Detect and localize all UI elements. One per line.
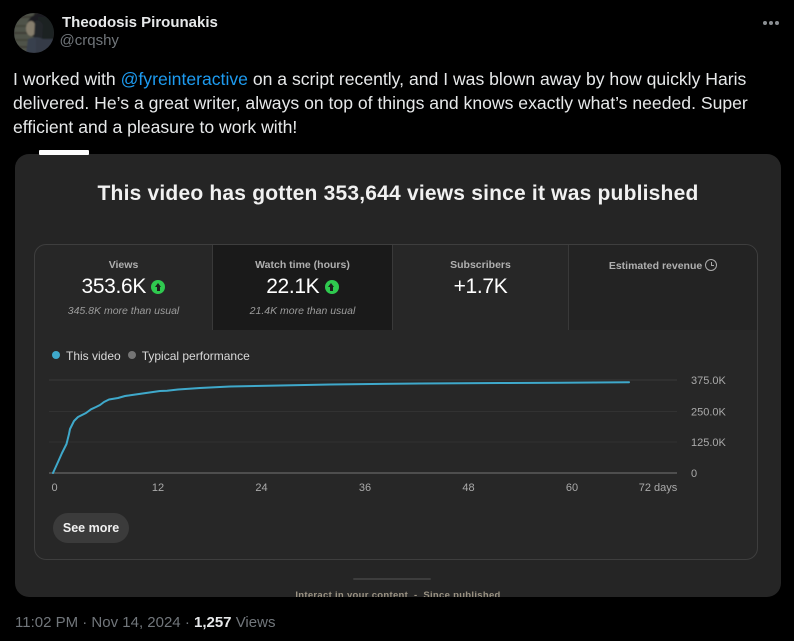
svg-text:0: 0: [691, 468, 697, 480]
svg-text:48: 48: [462, 482, 474, 494]
svg-text:375.0K: 375.0K: [691, 375, 727, 387]
svg-text:250.0K: 250.0K: [691, 407, 727, 419]
svg-text:60: 60: [566, 482, 578, 494]
svg-text:0: 0: [51, 482, 57, 494]
svg-text:24: 24: [255, 482, 267, 494]
svg-text:12: 12: [152, 482, 164, 494]
svg-text:72 days: 72 days: [639, 482, 678, 494]
svg-text:125.0K: 125.0K: [691, 437, 727, 449]
svg-text:36: 36: [359, 482, 371, 494]
